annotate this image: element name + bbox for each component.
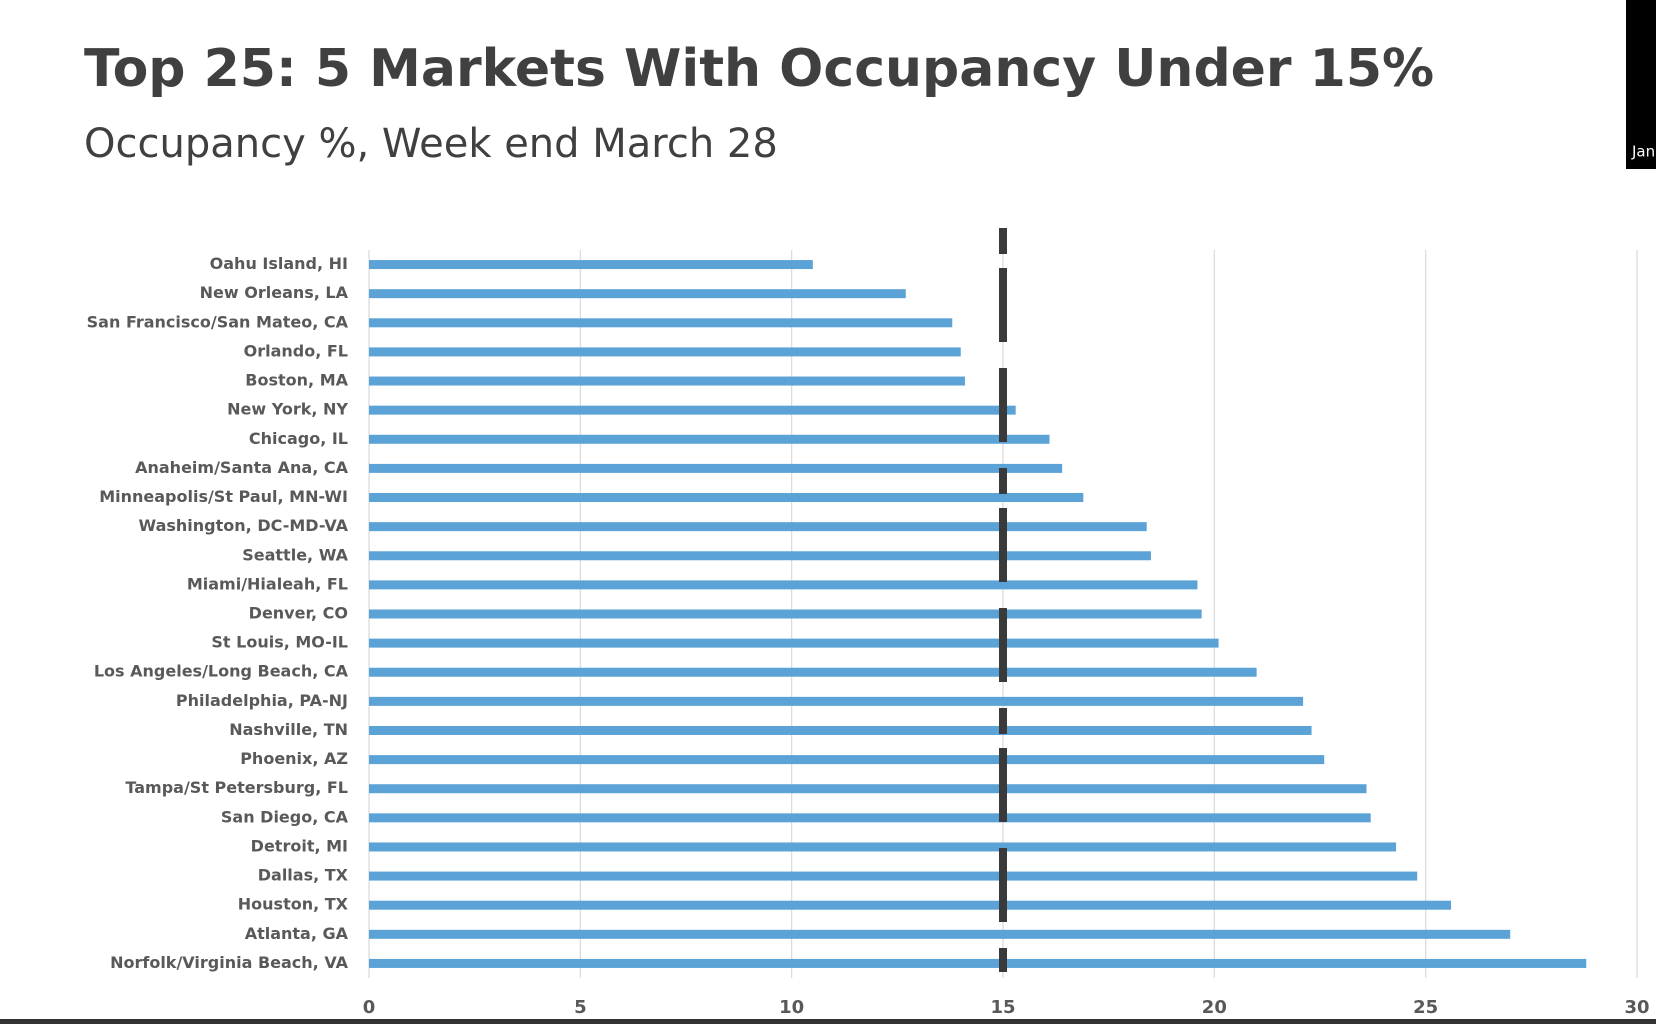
x-tick-label: 5 xyxy=(574,997,587,1018)
x-tick-label: 20 xyxy=(1202,997,1227,1018)
bottom-bar xyxy=(0,1019,1656,1024)
bar xyxy=(369,784,1367,794)
side-panel xyxy=(1626,0,1656,169)
y-tick-label: San Francisco/San Mateo, CA xyxy=(87,312,349,331)
y-tick-label: Tampa/St Petersburg, FL xyxy=(125,778,348,797)
y-tick-label: Oahu Island, HI xyxy=(210,254,348,273)
y-tick-label: Chicago, IL xyxy=(249,429,348,448)
x-tick-label: 10 xyxy=(779,997,804,1018)
x-tick-label: 30 xyxy=(1624,997,1649,1018)
y-tick-label: Detroit, MI xyxy=(251,836,348,855)
bar xyxy=(369,667,1257,677)
y-tick-label: Los Angeles/Long Beach, CA xyxy=(94,662,349,681)
y-tick-label: Atlanta, GA xyxy=(245,924,349,943)
y-tick-label: Houston, TX xyxy=(238,895,349,914)
bar xyxy=(369,958,1587,968)
y-tick-label: Dallas, TX xyxy=(258,866,349,885)
bar xyxy=(369,609,1202,619)
bar xyxy=(369,318,953,328)
bar xyxy=(369,551,1151,561)
y-tick-label: Seattle, WA xyxy=(242,545,348,564)
bar xyxy=(369,376,965,386)
bar xyxy=(369,405,1016,415)
bar xyxy=(369,842,1397,852)
bar xyxy=(369,289,906,299)
bar xyxy=(369,434,1050,444)
bar xyxy=(369,929,1511,939)
bar xyxy=(369,260,813,270)
bar xyxy=(369,493,1084,503)
y-tick-label: New York, NY xyxy=(227,400,348,419)
side-panel-text: Jan xyxy=(1631,143,1655,161)
chart-title: Top 25: 5 Markets With Occupancy Under 1… xyxy=(84,39,1434,99)
x-tick-label: 0 xyxy=(363,997,376,1018)
bar xyxy=(369,347,961,357)
y-tick-label: St Louis, MO-IL xyxy=(211,633,348,652)
y-tick-label: Orlando, FL xyxy=(244,341,348,360)
y-tick-label: Norfolk/Virginia Beach, VA xyxy=(110,953,349,972)
y-tick-label: Denver, CO xyxy=(249,604,348,623)
bar xyxy=(369,638,1219,648)
bar xyxy=(369,522,1147,532)
y-tick-label: New Orleans, LA xyxy=(200,283,349,302)
bar xyxy=(369,580,1198,590)
y-tick-label: Nashville, TN xyxy=(229,720,348,739)
y-tick-label: Philadelphia, PA-NJ xyxy=(176,691,348,710)
y-tick-label: Boston, MA xyxy=(245,371,348,390)
bar xyxy=(369,696,1304,706)
y-tick-label: Minneapolis/St Paul, MN-WI xyxy=(99,487,348,506)
x-tick-label: 15 xyxy=(990,997,1015,1018)
bar xyxy=(369,813,1371,823)
y-tick-label: Washington, DC-MD-VA xyxy=(139,516,349,535)
y-tick-label: Miami/Hialeah, FL xyxy=(187,574,348,593)
bar xyxy=(369,463,1063,473)
bar xyxy=(369,900,1452,910)
y-tick-label: Phoenix, AZ xyxy=(240,749,348,768)
x-tick-label: 25 xyxy=(1413,997,1438,1018)
bar xyxy=(369,871,1418,881)
y-tick-label: Anaheim/Santa Ana, CA xyxy=(135,458,349,477)
bar xyxy=(369,725,1312,735)
chart-subtitle: Occupancy %, Week end March 28 xyxy=(84,121,778,167)
bar xyxy=(369,755,1325,765)
y-tick-label: San Diego, CA xyxy=(221,807,349,826)
